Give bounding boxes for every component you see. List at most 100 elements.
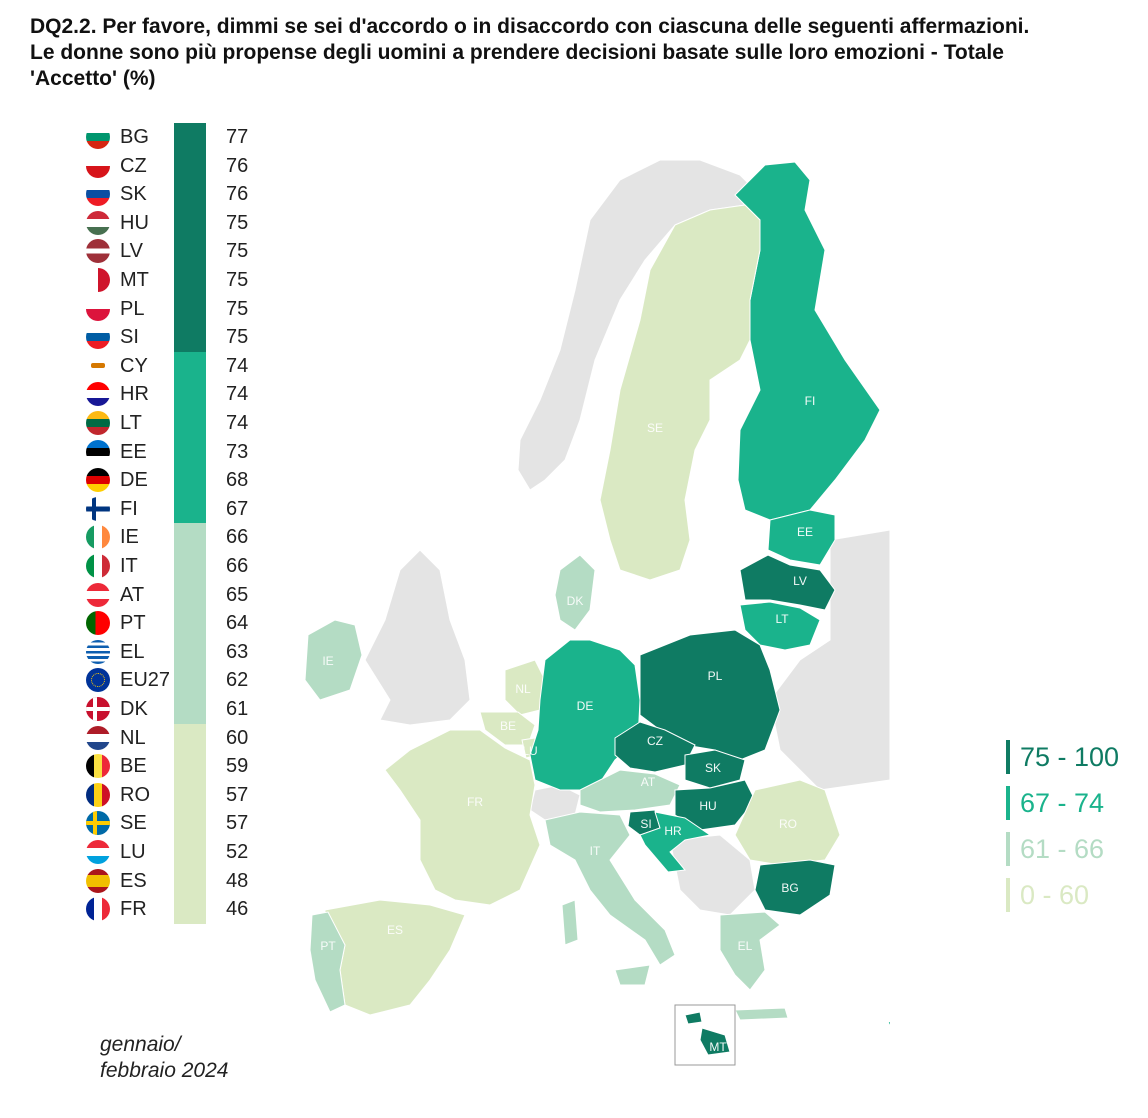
value-label: 57 [226, 783, 249, 806]
map-LT [739, 601, 821, 651]
country-code: AT [120, 583, 145, 606]
country-code: LV [120, 240, 143, 263]
value-bar [174, 180, 206, 210]
list-row-bg: BG 77 [84, 123, 284, 152]
flag-hr-icon [86, 382, 110, 407]
flag-el-icon [86, 639, 110, 664]
value-bar [174, 809, 206, 839]
map-BG [754, 859, 836, 916]
list-row-nl: NL 60 [84, 723, 284, 753]
country-code: EL [120, 640, 145, 663]
country-code: PT [120, 612, 146, 635]
country-code: SI [120, 326, 139, 349]
country-code: IT [120, 555, 138, 577]
flag-hu-icon [86, 210, 110, 235]
flag-ro-icon [86, 782, 110, 807]
chart-title: DQ2.2. Per favore, dimmi se sei d'accord… [30, 15, 1030, 90]
map-label-AT: AT [641, 775, 656, 789]
legend-label: 67 - 74 [1020, 788, 1105, 818]
flag-lu-icon [86, 840, 110, 864]
flag-cz-icon [86, 153, 110, 178]
value-label: 73 [226, 440, 249, 463]
list-row-hu: HU 75 [84, 208, 284, 238]
map-label-DE: DE [577, 699, 594, 713]
value-label: 66 [226, 555, 249, 577]
value-label: 61 [226, 698, 249, 720]
map-label-SE: SE [647, 421, 663, 435]
value-bar [174, 323, 206, 353]
value-label: 74 [226, 412, 249, 434]
list-row-lu: LU 52 [84, 838, 284, 867]
map-DE [529, 639, 641, 791]
map-FI [734, 161, 881, 521]
country-code: CY [120, 354, 148, 377]
value-label: 62 [226, 669, 249, 692]
map-label-MT: MT [709, 1040, 727, 1054]
list-row-ie: IE 66 [84, 523, 284, 553]
list-row-fr: FR 46 [84, 895, 284, 925]
legend-item: 75 - 100 [1006, 736, 1136, 776]
list-row-ee: EE 73 [84, 437, 284, 467]
map-DK [554, 554, 596, 631]
legend-label: 0 - 60 [1020, 880, 1090, 910]
value-bar [174, 294, 206, 324]
value-label: 46 [226, 898, 249, 921]
value-bar [174, 208, 206, 238]
country-code: BG [120, 126, 149, 148]
country-code: FR [120, 898, 147, 921]
list-row-eu27: EU27 62 [84, 666, 284, 696]
flag-fr-icon [86, 897, 110, 922]
value-bar [174, 723, 206, 753]
flag-lv-icon [86, 239, 110, 264]
value-bar [174, 752, 206, 782]
flag-sk-icon [86, 182, 110, 207]
value-bar [174, 123, 206, 152]
map-label-PL: PL [708, 669, 723, 683]
map-AT [579, 769, 681, 813]
map-label-CZ: CZ [647, 734, 663, 748]
map-ES [324, 899, 466, 1016]
map-IT-sardinia [561, 899, 579, 946]
value-label: 76 [226, 154, 249, 177]
map-EE [767, 509, 836, 566]
value-label: 75 [226, 269, 249, 291]
flag-pt-icon [86, 611, 110, 636]
list-row-si: SI 75 [84, 323, 284, 353]
flag-dk-icon [86, 697, 110, 721]
flag-es-icon [86, 868, 110, 893]
value-label: 60 [226, 726, 249, 749]
value-bar [174, 466, 206, 496]
flag-mt-icon [86, 268, 110, 292]
country-code: HU [120, 211, 149, 234]
legend-swatch [1006, 832, 1010, 866]
list-row-de: DE 68 [84, 466, 284, 496]
legend-swatch [1006, 786, 1010, 820]
map-label-EE: EE [797, 525, 813, 539]
value-bar [174, 552, 206, 581]
country-code: MT [120, 269, 149, 291]
map-label-ES: ES [387, 923, 403, 937]
map-label-LU: LU [522, 744, 537, 758]
value-label: 76 [226, 183, 249, 206]
map-label-RO: RO [779, 817, 797, 831]
flag-nl-icon [86, 725, 110, 750]
map-label-IE: IE [322, 654, 333, 668]
map-label-SI: SI [640, 817, 651, 831]
map-label-PT: PT [320, 939, 336, 953]
value-label: 67 [226, 497, 249, 520]
russia-belarus-ukraine-region [769, 529, 890, 791]
flag-fi-icon [86, 496, 110, 521]
date-note-line2: febbraio 2024 [100, 1059, 229, 1082]
date-note-line1: gennaio/ [100, 1033, 181, 1056]
map-label-BG: BG [781, 881, 798, 895]
list-row-be: BE 59 [84, 752, 284, 782]
list-row-lv: LV 75 [84, 237, 284, 267]
map-label-DK: DK [567, 594, 584, 608]
value-bar [174, 666, 206, 696]
flag-be-icon [86, 754, 110, 779]
map-SE [599, 204, 761, 581]
country-code: SK [120, 183, 147, 206]
map-IT [544, 811, 676, 966]
legend-label: 75 - 100 [1020, 742, 1120, 772]
list-row-el: EL 63 [84, 637, 284, 667]
